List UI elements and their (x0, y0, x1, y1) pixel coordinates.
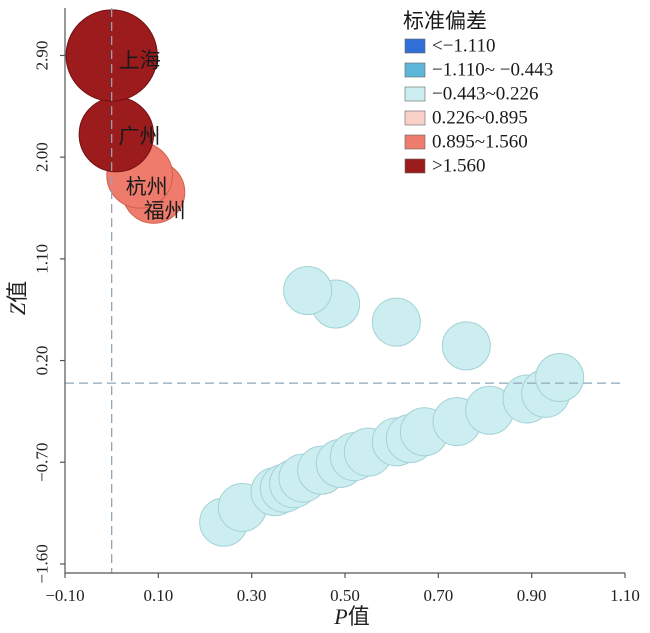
legend-label: >1.560 (432, 156, 485, 177)
legend-swatch (404, 110, 426, 126)
bubble-label: 杭州 (126, 175, 168, 199)
bubble-label: 福州 (144, 199, 186, 223)
legend: 标准偏差 <−1.110 −1.110~ −0.443 −0.443~0.226 0.… (403, 9, 553, 177)
y-tick-label: −0.70 (33, 443, 52, 482)
legend-swatch (404, 158, 426, 174)
x-tick-label: −0.10 (45, 586, 84, 605)
axes: −0.10 0.10 0.30 0.50 0.70 0.90 1.10 −1.60 −0.70 0… (33, 8, 640, 605)
bubbles (65, 9, 585, 547)
legend-swatch (404, 38, 426, 54)
legend-title: 标准偏差 (403, 9, 487, 33)
y-tick-label: −1.60 (33, 544, 52, 583)
x-tick-label: 0.30 (237, 586, 267, 605)
bubble-label: 广州 (118, 125, 160, 149)
bubble-point-8 (535, 353, 585, 403)
y-tick-label: 2.00 (33, 142, 52, 172)
bubble-point-4 (283, 266, 333, 315)
x-tick-label: 0.90 (517, 586, 547, 605)
legend-label: 0.895~1.560 (432, 132, 528, 153)
legend-label: <−1.110 (432, 36, 495, 57)
bubble-point-6 (371, 297, 421, 347)
legend-label: −1.110~ −0.443 (432, 60, 553, 81)
y-tick-label: 1.10 (33, 244, 52, 274)
x-tick-label: 0.70 (423, 586, 453, 605)
legend-label: −0.443~0.226 (432, 84, 539, 105)
x-axis-title: P值 (334, 604, 370, 629)
legend-swatch (404, 62, 426, 78)
legend-swatch (404, 86, 426, 102)
x-tick-label: 0.50 (330, 586, 360, 605)
legend-label: 0.226~0.895 (432, 108, 528, 129)
y-tick-label: 0.20 (33, 346, 52, 376)
x-tick-label: 1.10 (610, 586, 640, 605)
bubble-point-7 (441, 321, 491, 371)
y-axis-title: Z值 (5, 280, 30, 316)
bubble-label: 上海 (119, 48, 161, 72)
x-tick-label: 0.10 (143, 586, 173, 605)
legend-swatch (404, 134, 426, 150)
reference-lines (65, 8, 625, 573)
y-tick-label: 2.90 (33, 41, 52, 71)
